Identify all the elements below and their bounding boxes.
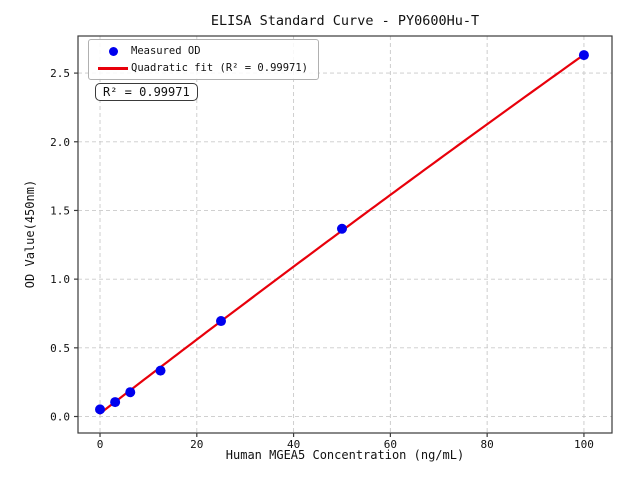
x-tick-label: 40 xyxy=(287,438,300,451)
legend-label-fit: Quadratic fit (R² = 0.99971) xyxy=(131,62,309,74)
data-point xyxy=(110,397,121,408)
r-squared-annotation: R² = 0.99971 xyxy=(95,83,198,101)
x-tick-label: 80 xyxy=(481,438,494,451)
fit-line xyxy=(98,53,586,415)
data-point xyxy=(336,223,347,234)
data-point xyxy=(95,404,106,415)
y-tick-label: 0.5 xyxy=(50,342,70,355)
scatter-marker-icon xyxy=(108,46,118,56)
legend-label-measured: Measured OD xyxy=(131,45,201,57)
plot-border xyxy=(77,35,613,434)
data-point xyxy=(578,50,589,61)
y-tick-label: 1.5 xyxy=(50,204,70,217)
y-tick-label: 2.0 xyxy=(50,136,70,149)
legend-entry-fit: Quadratic fit (R² = 0.99971) xyxy=(95,61,308,75)
x-tick-label: 100 xyxy=(574,438,594,451)
y-tick-label: 0.0 xyxy=(50,411,70,424)
chart-title: ELISA Standard Curve - PY0600Hu-T xyxy=(210,13,480,29)
x-tick-label: 0 xyxy=(97,438,104,451)
x-axis-label: Human MGEA5 Concentration (ng/mL) xyxy=(225,448,465,462)
legend-marker-cell xyxy=(95,66,131,70)
legend-entry-measured: Measured OD xyxy=(95,44,308,58)
y-axis-label: OD Value(450nm) xyxy=(23,179,37,289)
x-tick-label: 60 xyxy=(384,438,397,451)
legend: Measured OD Quadratic fit (R² = 0.99971) xyxy=(88,39,320,80)
legend-marker-cell xyxy=(95,46,131,56)
line-marker-icon xyxy=(98,66,128,70)
y-tick-label: 2.5 xyxy=(50,67,70,80)
data-point xyxy=(125,387,136,398)
data-point xyxy=(155,365,166,376)
data-point xyxy=(215,316,226,327)
x-tick-label: 20 xyxy=(190,438,203,451)
y-tick-label: 1.0 xyxy=(50,273,70,286)
